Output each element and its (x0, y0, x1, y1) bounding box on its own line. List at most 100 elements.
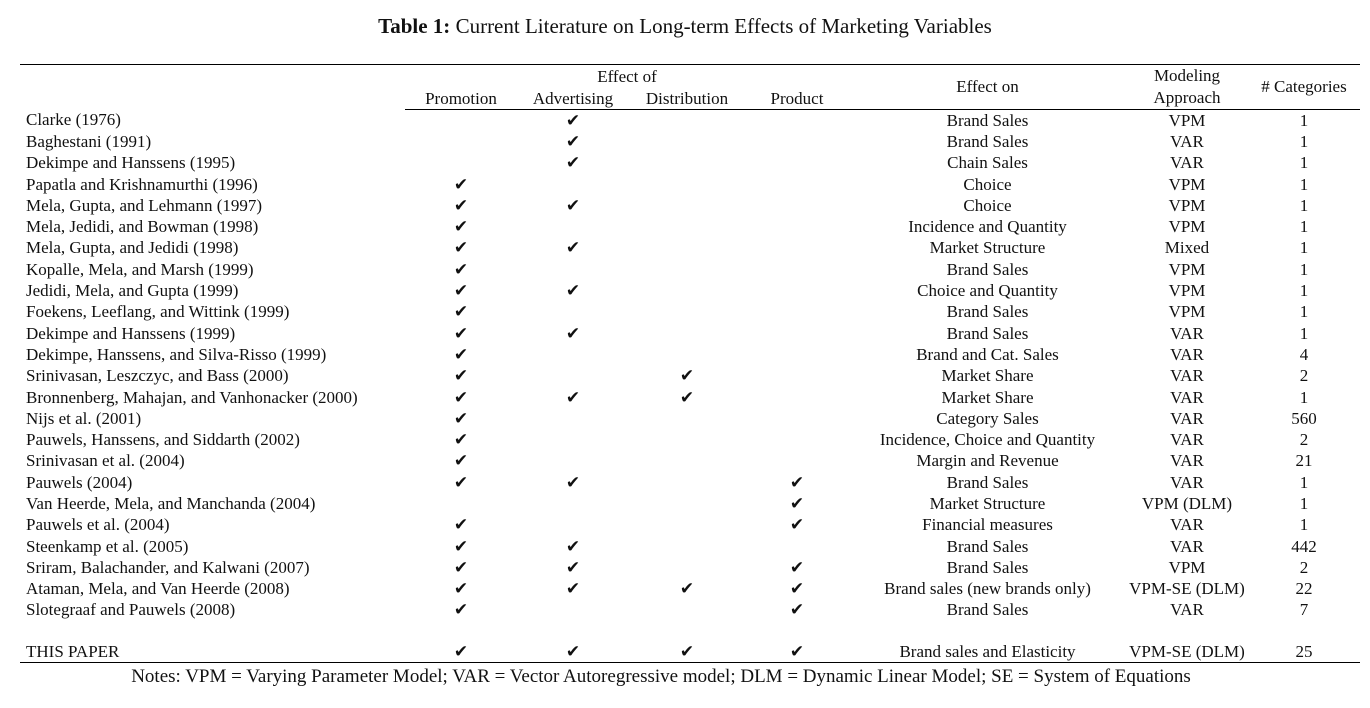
check-icon: ✔ (565, 153, 581, 174)
table-row: Clarke (1976) ✔ Brand Sales VPM 1 (20, 110, 1360, 132)
approach-cell: VAR (1170, 536, 1204, 556)
approach-cell: VPM (1168, 110, 1206, 130)
study-cell: Nijs et al. (2001) (26, 408, 142, 428)
promotion-cell: ✔ (405, 451, 517, 472)
distribution-cell (629, 557, 745, 578)
header-study (20, 65, 405, 110)
product-cell (745, 302, 849, 323)
categories-cell: 1 (1299, 195, 1309, 215)
advertising-cell: ✔ (517, 131, 629, 152)
promotion-cell: ✔ (405, 536, 517, 557)
effect-on-cell: Brand Sales (946, 259, 1029, 279)
advertising-cell: ✔ (517, 472, 629, 493)
advertising-cell: ✔ (517, 153, 629, 174)
approach-cell: VPM (1168, 259, 1206, 279)
advertising-cell: ✔ (517, 557, 629, 578)
promotion-cell: ✔ (405, 557, 517, 578)
distribution-cell: ✔ (629, 366, 745, 387)
check-icon: ✔ (453, 281, 469, 302)
product-cell (745, 408, 849, 429)
categories-cell: 1 (1299, 323, 1309, 343)
promotion-cell: ✔ (405, 216, 517, 237)
table-row: Pauwels, Hanssens, and Siddarth (2002) ✔ I… (20, 429, 1360, 450)
effect-on-cell: Market Structure (929, 238, 1046, 258)
study-cell: Mela, Gupta, and Jedidi (1998) (26, 238, 239, 258)
advertising-cell (517, 515, 629, 536)
check-icon: ✔ (453, 579, 469, 600)
effect-on-cell: Chain Sales (947, 153, 1028, 173)
table-caption: Table 1: Current Literature on Long-term… (0, 14, 1370, 39)
check-icon: ✔ (789, 579, 805, 600)
effect-on-cell: Choice and Quantity (917, 281, 1058, 301)
advertising-cell (517, 451, 629, 472)
approach-cell: VAR (1170, 451, 1204, 471)
promotion-cell (405, 493, 517, 514)
approach-cell: VPM (1168, 217, 1206, 237)
effect-on-cell: Category Sales (936, 408, 1039, 428)
check-icon: ✔ (453, 366, 469, 387)
caption-text: Current Literature on Long-term Effects … (450, 14, 992, 38)
check-icon: ✔ (453, 430, 469, 451)
effect-on-cell: Brand Sales (946, 131, 1029, 151)
product-cell: ✔ (745, 579, 849, 600)
check-icon: ✔ (789, 641, 805, 662)
study-cell: Bronnenberg, Mahajan, and Vanhonacker (2… (26, 387, 358, 407)
advertising-cell: ✔ (517, 323, 629, 344)
effect-on-cell: Market Structure (929, 493, 1046, 513)
promotion-cell: ✔ (405, 344, 517, 365)
categories-cell: 1 (1299, 238, 1309, 258)
distribution-cell (629, 451, 745, 472)
categories-cell: 4 (1299, 344, 1309, 364)
check-icon: ✔ (453, 641, 469, 662)
effect-on-cell: Brand Sales (946, 600, 1029, 620)
check-icon: ✔ (453, 302, 469, 323)
product-cell (745, 195, 849, 216)
check-icon: ✔ (453, 515, 469, 536)
advertising-cell: ✔ (517, 110, 629, 132)
table-row: Slotegraaf and Pauwels (2008) ✔ ✔ Brand Sal… (20, 600, 1360, 621)
advertising-cell (517, 600, 629, 621)
study-cell: Pauwels et al. (2004) (26, 515, 170, 535)
study-cell: Dekimpe, Hanssens, and Silva-Risso (1999… (26, 344, 327, 364)
promotion-cell: ✔ (405, 302, 517, 323)
caption-label: Table 1: (378, 14, 451, 38)
effect-on-cell: Choice (963, 174, 1012, 194)
product-cell (745, 280, 849, 301)
categories-cell: 1 (1299, 110, 1309, 130)
categories-cell: 1 (1299, 302, 1309, 322)
distribution-cell (629, 344, 745, 365)
categories-cell: 560 (1291, 408, 1317, 428)
header-categories: # Categories (1248, 64, 1360, 110)
check-icon: ✔ (565, 579, 581, 600)
approach-cell: VPM-SE (DLM) (1129, 579, 1245, 599)
study-cell: Steenkamp et al. (2005) (26, 536, 189, 556)
table-row: Mela, Jedidi, and Bowman (1998) ✔ Incidenc… (20, 216, 1360, 237)
advertising-cell: ✔ (517, 280, 629, 301)
distribution-cell (629, 429, 745, 450)
study-cell: Slotegraaf and Pauwels (2008) (26, 600, 236, 620)
promotion-cell (405, 110, 517, 132)
promotion-cell: ✔ (405, 323, 517, 344)
study-cell: Clarke (1976) (26, 110, 121, 130)
distribution-cell (629, 302, 745, 323)
product-cell (745, 259, 849, 280)
effect-on-cell: Choice (963, 195, 1012, 215)
check-icon: ✔ (789, 515, 805, 536)
categories-cell: 1 (1299, 153, 1309, 173)
study-cell: Srinivasan, Leszczyc, and Bass (2000) (26, 366, 289, 386)
product-cell: ✔ (745, 493, 849, 514)
advertising-cell (517, 344, 629, 365)
approach-cell: VPM-SE (DLM) (1126, 641, 1248, 664)
check-icon: ✔ (565, 195, 581, 216)
table-row: Steenkamp et al. (2005) ✔ ✔ Brand Sales VAR 4… (20, 536, 1360, 557)
effect-on-cell: Incidence and Quantity (908, 217, 1067, 237)
distribution-cell: ✔ (629, 579, 745, 600)
table-row: Ataman, Mela, and Van Heerde (2008) ✔ ✔ ✔ ✔ B… (20, 579, 1360, 600)
table-row: Jedidi, Mela, and Gupta (1999) ✔ ✔ Choice a… (20, 280, 1360, 301)
product-cell: ✔ (745, 515, 849, 536)
product-cell (745, 387, 849, 408)
categories-cell: 1 (1299, 493, 1309, 513)
header-modeling-line1: Modeling (1153, 66, 1221, 85)
effect-on-cell: Brand Sales (946, 536, 1029, 556)
effect-on-cell: Market Share (941, 366, 1034, 386)
